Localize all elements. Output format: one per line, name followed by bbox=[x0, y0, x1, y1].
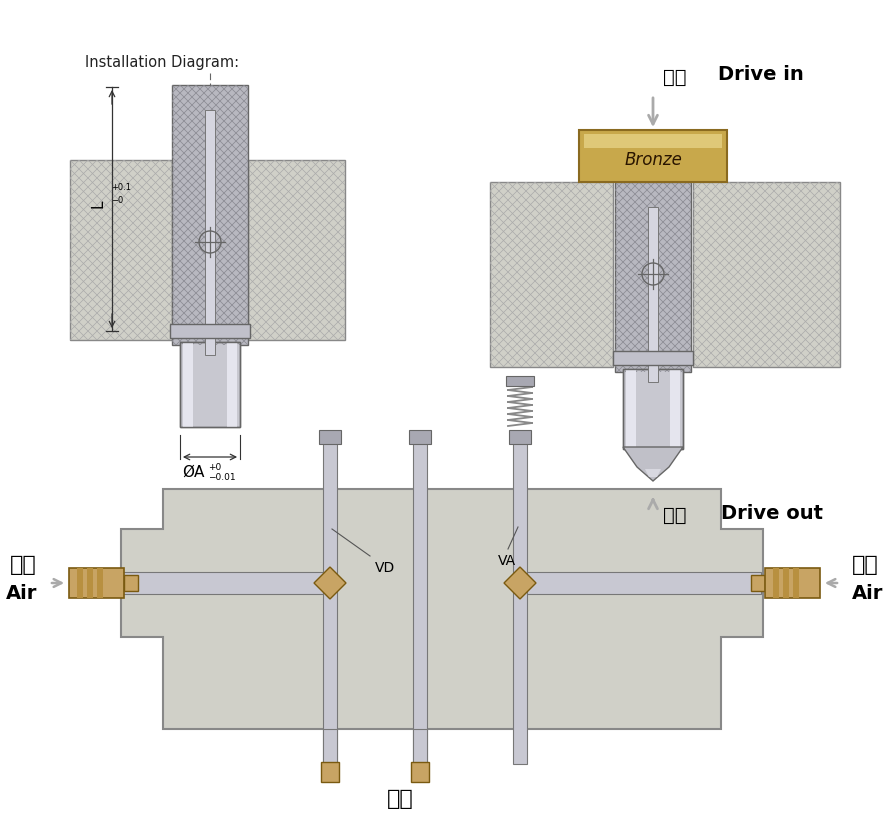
Bar bbox=[205, 110, 215, 355]
Bar bbox=[527, 572, 761, 594]
Bar bbox=[411, 762, 429, 782]
Text: 气流: 气流 bbox=[852, 555, 879, 575]
Text: Bronze: Bronze bbox=[624, 151, 682, 169]
Bar bbox=[227, 342, 237, 427]
Text: +0.1: +0.1 bbox=[111, 184, 131, 193]
Text: Air: Air bbox=[5, 584, 37, 602]
Polygon shape bbox=[314, 567, 346, 599]
Bar bbox=[70, 160, 172, 340]
Bar bbox=[506, 376, 534, 386]
Bar bbox=[613, 351, 693, 365]
Text: VD: VD bbox=[375, 561, 396, 575]
Bar bbox=[509, 430, 531, 444]
Bar bbox=[323, 434, 337, 764]
Polygon shape bbox=[121, 489, 763, 729]
Text: Drive in: Drive in bbox=[718, 65, 804, 84]
Bar bbox=[321, 762, 339, 782]
Bar bbox=[248, 160, 345, 340]
Text: +0: +0 bbox=[208, 463, 222, 472]
Text: 排气: 排气 bbox=[387, 789, 414, 809]
Bar bbox=[87, 568, 93, 598]
Polygon shape bbox=[645, 469, 661, 477]
Bar bbox=[183, 342, 193, 427]
Text: −0: −0 bbox=[111, 195, 124, 205]
Bar bbox=[123, 572, 323, 594]
Bar bbox=[172, 85, 248, 345]
Bar bbox=[69, 568, 124, 598]
Text: L: L bbox=[90, 200, 105, 208]
Bar bbox=[490, 182, 613, 367]
Bar bbox=[180, 342, 240, 427]
Polygon shape bbox=[623, 447, 683, 481]
Text: 气流: 气流 bbox=[11, 555, 37, 575]
Polygon shape bbox=[504, 567, 536, 599]
Bar bbox=[409, 430, 431, 444]
Text: −0.01: −0.01 bbox=[208, 473, 236, 482]
Bar bbox=[180, 342, 240, 427]
Text: 顶出: 顶出 bbox=[663, 506, 686, 525]
Bar bbox=[124, 575, 138, 591]
Bar bbox=[793, 568, 799, 598]
Text: Drive out: Drive out bbox=[721, 504, 823, 523]
Bar bbox=[513, 434, 527, 764]
Bar bbox=[97, 568, 103, 598]
Bar bbox=[693, 182, 840, 367]
Text: 敏入: 敏入 bbox=[663, 68, 686, 87]
Bar bbox=[584, 134, 722, 148]
Bar bbox=[413, 729, 427, 764]
Bar bbox=[670, 369, 680, 449]
Bar bbox=[783, 568, 789, 598]
Bar bbox=[170, 324, 250, 338]
Bar bbox=[626, 369, 636, 449]
Text: VA: VA bbox=[498, 554, 517, 568]
Bar bbox=[77, 568, 83, 598]
Text: ØA: ØA bbox=[183, 465, 205, 480]
Text: Air: Air bbox=[852, 584, 883, 602]
Bar bbox=[615, 182, 691, 372]
Bar bbox=[413, 434, 427, 764]
Text: Installation Diagram:: Installation Diagram: bbox=[85, 55, 239, 70]
Bar bbox=[765, 568, 820, 598]
Bar bbox=[751, 575, 765, 591]
Bar bbox=[773, 568, 779, 598]
Bar bbox=[323, 729, 337, 764]
Bar bbox=[623, 369, 683, 449]
Bar bbox=[623, 369, 683, 449]
Bar bbox=[648, 207, 658, 382]
Bar bbox=[319, 430, 341, 444]
Bar bbox=[579, 130, 727, 182]
